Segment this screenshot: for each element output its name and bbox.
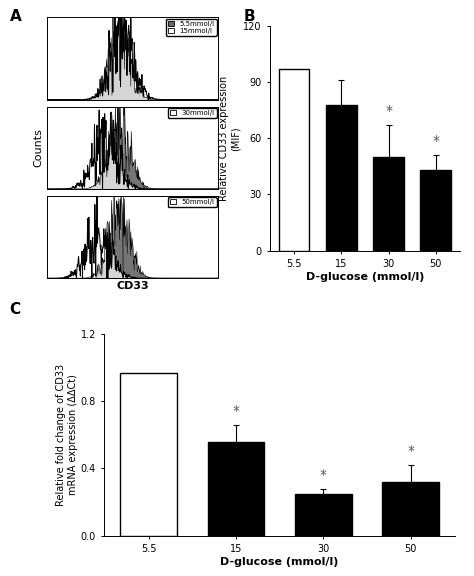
Legend: 5.5mmol/l, 15mmol/l: 5.5mmol/l, 15mmol/l (165, 18, 217, 36)
Text: A: A (9, 9, 21, 24)
Text: *: * (432, 134, 439, 147)
Legend: 50mmol/l: 50mmol/l (168, 197, 217, 207)
Bar (208, 442, 264, 536)
Text: *: * (407, 445, 414, 458)
Bar (420, 170, 451, 251)
Bar (383, 482, 439, 536)
Bar (295, 494, 352, 536)
X-axis label: D-glucose (mmol/l): D-glucose (mmol/l) (220, 557, 339, 567)
Bar (326, 105, 357, 251)
Legend: 30mmol/l: 30mmol/l (167, 108, 217, 118)
X-axis label: CD33: CD33 (117, 281, 149, 291)
Bar (279, 69, 310, 251)
Text: *: * (385, 104, 392, 118)
Y-axis label: Relative fold change of CD33
mRNA expression (ΔΔCt): Relative fold change of CD33 mRNA expres… (56, 364, 78, 506)
Bar (120, 373, 177, 536)
Text: *: * (320, 468, 327, 482)
Text: B: B (244, 9, 256, 24)
Y-axis label: Relative CD33 expression
(MIF): Relative CD33 expression (MIF) (219, 75, 241, 201)
Bar (373, 157, 404, 251)
X-axis label: D-glucose (mmol/l): D-glucose (mmol/l) (306, 272, 424, 282)
Y-axis label: Counts: Counts (33, 128, 43, 167)
Text: *: * (232, 404, 239, 418)
Text: C: C (9, 302, 20, 317)
